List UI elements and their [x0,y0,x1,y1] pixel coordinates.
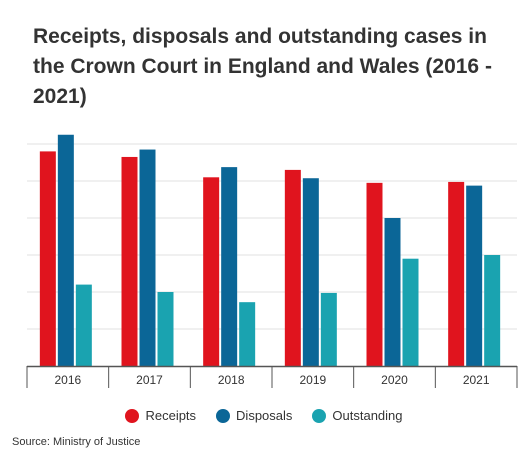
bar-disposals-2021 [466,185,483,366]
bar-outstanding-2019 [320,292,337,366]
gridlines [27,143,517,330]
bar-disposals-2018 [221,167,238,366]
legend: Receipts Disposals Outstanding [0,408,528,423]
bar-outstanding-2018 [239,302,256,366]
x-tick-label: 2020 [381,373,408,387]
bar-disposals-2020 [384,218,401,366]
bar-chart: 2016 2017 2018 2019 2020 2021 [26,134,518,388]
legend-swatch [125,408,140,423]
bar-outstanding-2020 [402,258,419,366]
legend-swatch [216,408,231,423]
source-note: Source: Ministry of Justice [12,436,141,448]
bar-receipts-2017 [121,156,138,366]
bar-disposals-2016 [57,134,74,366]
x-tick-label: 2021 [463,373,490,387]
legend-label: Disposals [236,408,293,423]
bar-disposals-2017 [139,149,156,366]
legend-label: Outstanding [332,408,403,423]
bar-receipts-2018 [203,177,220,366]
bar-receipts-2021 [448,181,465,366]
legend-swatch [312,408,327,423]
chart-title: Receipts, disposals and outstanding case… [33,25,492,108]
legend-item-disposals: Disposals [216,408,292,423]
x-tick-label: 2018 [218,373,245,387]
x-tick-label: 2019 [299,373,326,387]
legend-item-outstanding: Outstanding [312,408,403,423]
x-axis: 2016 2017 2018 2019 2020 2021 [26,365,518,388]
bars [39,134,501,366]
bar-outstanding-2017 [157,292,174,366]
legend-item-receipts: Receipts [125,408,196,423]
bar-receipts-2019 [284,169,301,366]
bar-outstanding-2016 [75,284,92,366]
x-tick-label: 2016 [54,373,81,387]
bar-disposals-2019 [302,178,319,366]
x-tick-label: 2017 [136,373,163,387]
legend-label: Receipts [145,408,197,423]
bar-receipts-2016 [39,151,56,366]
bar-outstanding-2021 [484,255,501,366]
bar-receipts-2020 [366,182,383,366]
